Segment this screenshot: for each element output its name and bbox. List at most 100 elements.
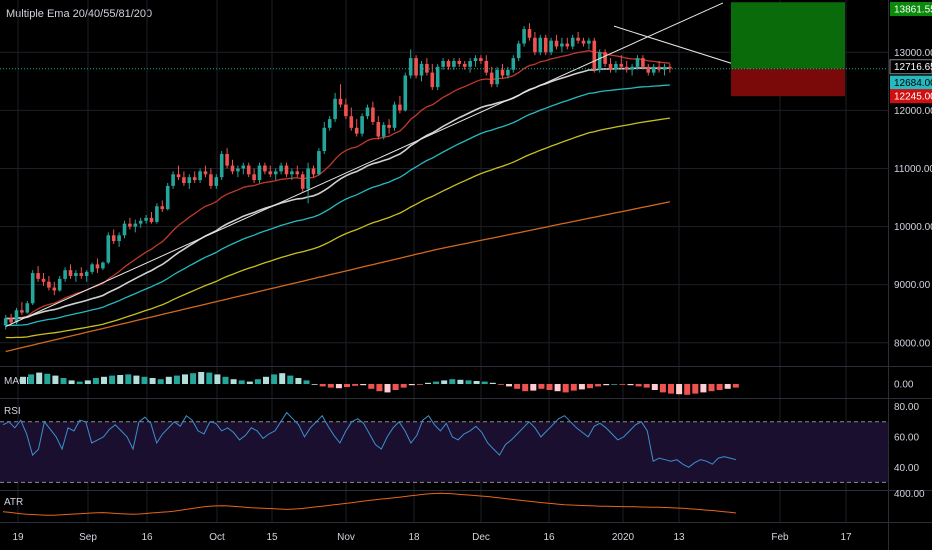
macd-tick-label: 0.00 [894,380,914,391]
candle [549,37,553,56]
candle [20,302,24,315]
candle-body [560,43,564,47]
candle [651,63,656,76]
candle [603,49,607,67]
candle [597,49,602,73]
rsi-tick-label: 60.00 [894,432,919,443]
candle [565,37,570,50]
candle-body [333,98,337,120]
candle-body [3,318,8,326]
candle [263,162,267,175]
macd-bar [92,378,99,384]
candle [209,168,213,189]
macd-bar [133,375,140,384]
candle [641,55,645,70]
macd-bar [141,376,148,384]
candle-body [576,37,580,41]
x-axis-label: 16 [543,532,555,543]
candle [106,232,111,265]
candle [57,275,62,292]
price-badge-stop-label: 12245.00 [894,92,932,103]
candle-body [430,72,435,88]
macd-bar [287,375,294,384]
stop-zone [731,68,845,97]
candle [79,267,84,279]
candle-body [230,165,235,172]
macd-bar [190,373,197,384]
candle [252,168,256,183]
ema-81-line [5,117,670,339]
macd-bar [724,384,731,389]
candle-body [84,271,89,276]
candle-body [176,174,181,178]
candle [646,63,651,76]
candle [500,63,505,79]
macd-bar [627,384,634,386]
candle [360,113,364,137]
candle [473,55,478,67]
candle-body [371,107,375,122]
candle-body [79,273,84,276]
candle-body [106,235,111,263]
candle [581,37,586,47]
candle-body [198,171,202,181]
atr-line [2,492,737,516]
candle-body [506,69,510,76]
price-badge-ema-label: 12684.00 [894,78,932,89]
macd-bar [514,384,521,389]
macd-bar [352,384,359,386]
candle [435,63,440,91]
candle-body [209,174,213,186]
candle-body [441,61,445,67]
candle-body [295,171,300,175]
macd-bar [668,384,674,394]
rsi-band [0,421,888,483]
candle [63,267,67,282]
candle-body [268,171,273,175]
candle [419,61,424,82]
candle-body [608,63,613,70]
candle-body [603,52,607,64]
macd-label: MACD [4,376,33,387]
candle-body [597,52,602,70]
candle-body [311,168,316,175]
candle [230,159,235,175]
candle-body [74,273,78,276]
candle-body [360,116,364,134]
candle-body [133,223,138,227]
candle [624,61,629,73]
candle [268,165,273,178]
candle-body [95,264,100,269]
candle [155,203,159,224]
macd-bar [222,376,229,384]
candle [446,59,451,70]
candle-body [543,37,548,53]
candle [111,229,116,244]
candle [322,122,327,154]
candle [52,281,57,296]
trendline-support [5,2,724,327]
candle [327,116,332,131]
candle-body [614,63,618,70]
candle [214,174,219,189]
macd-bar [578,384,585,390]
candle-body [300,174,305,189]
candle [414,55,418,79]
macd-bar [676,384,683,395]
macd-bar [538,384,545,389]
macd-bar [684,384,691,395]
candle-body [279,165,283,172]
candle [457,58,462,67]
macd-bar [311,384,318,385]
x-axis-label: 17 [840,532,852,543]
candle-body [495,69,499,85]
candle [284,162,289,178]
macd-bar [384,384,391,393]
macd-bar [659,384,666,393]
candle [338,84,343,108]
macd-bar [530,384,537,391]
candle [133,219,138,233]
macd-bar [295,378,302,384]
candle-body [52,287,57,291]
